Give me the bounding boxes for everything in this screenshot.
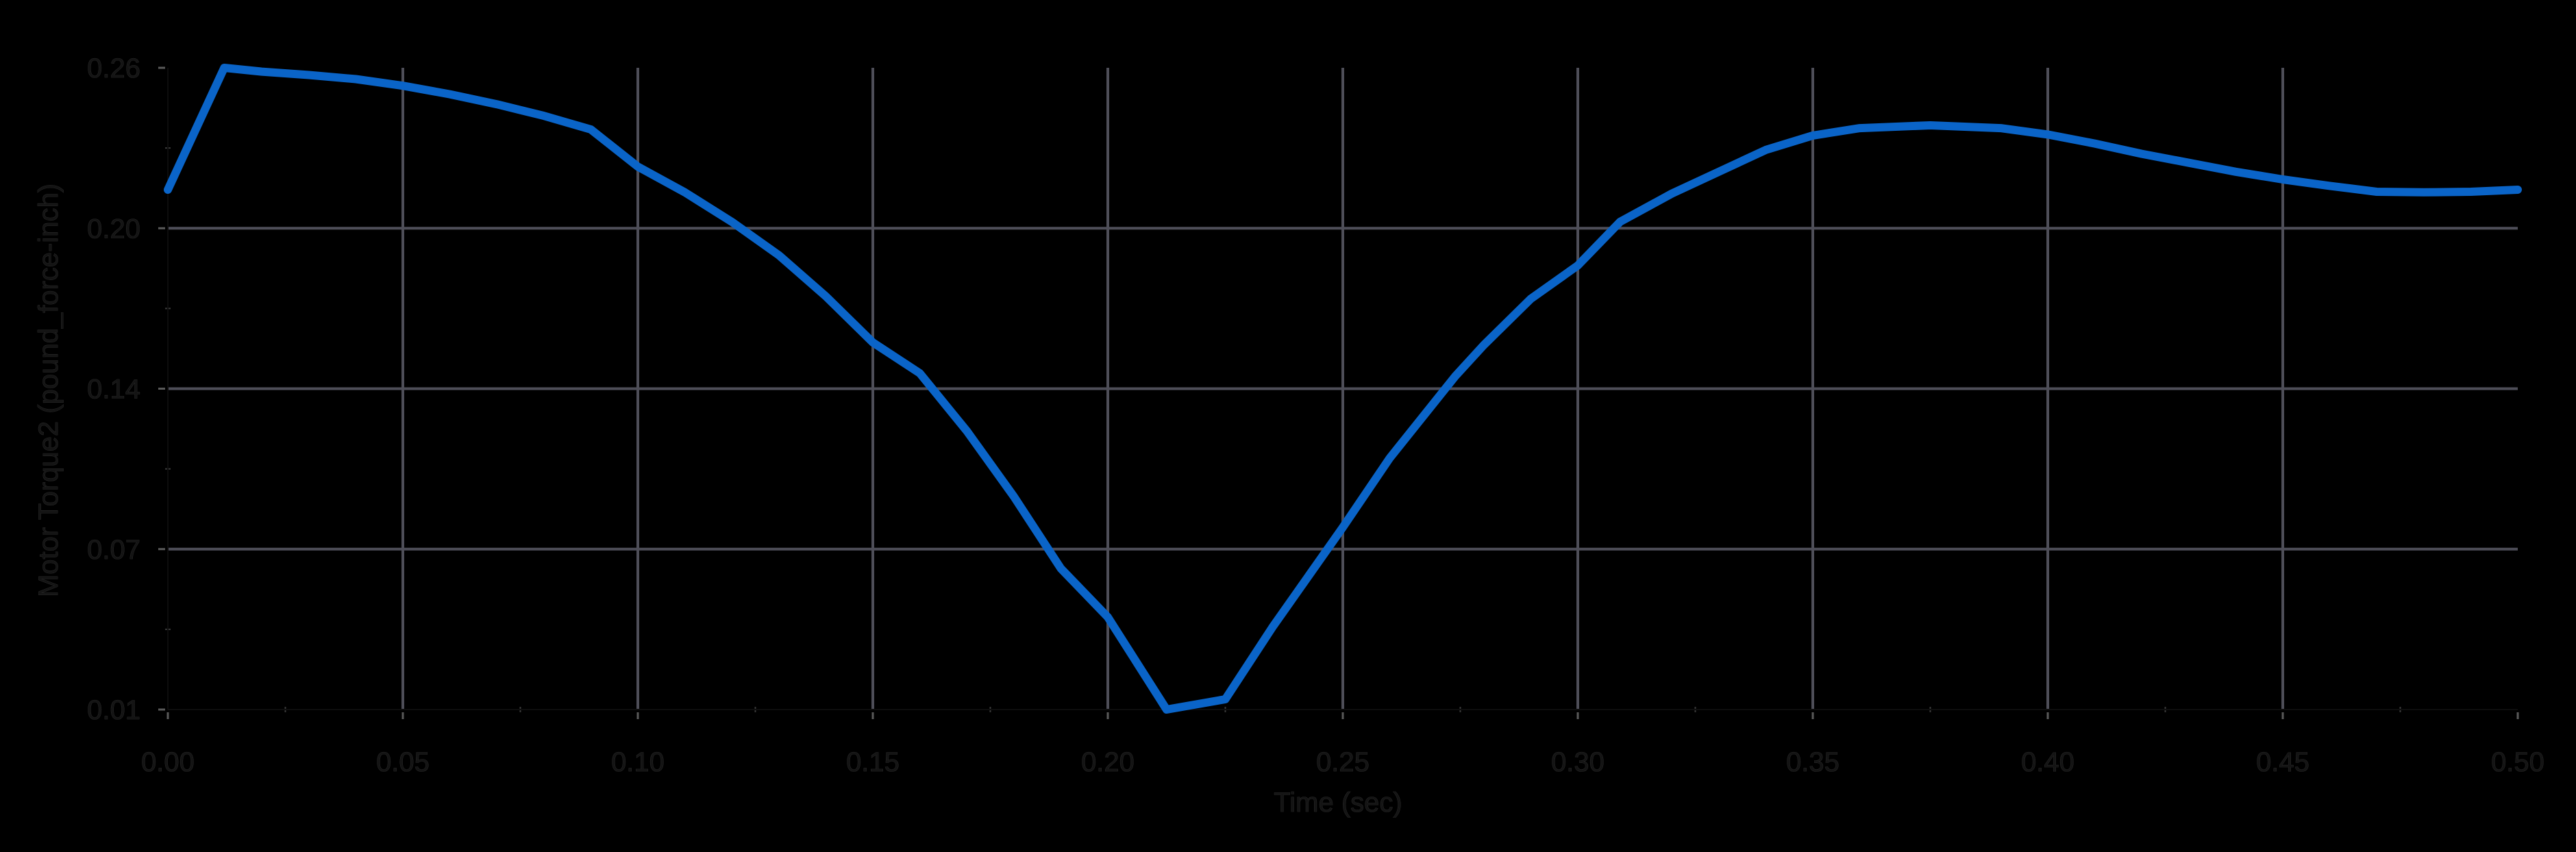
y-tick-label: 0.20 xyxy=(87,214,140,244)
y-tick-label: 0.01 xyxy=(87,695,140,725)
x-tick-label: 0.30 xyxy=(1551,747,1605,777)
x-tick-label: 0.15 xyxy=(846,747,900,777)
grid xyxy=(168,68,2518,710)
y-tick-label: 0.14 xyxy=(87,375,140,405)
x-tick-label: 0.35 xyxy=(1786,747,1840,777)
x-tick-label: 0.50 xyxy=(2491,747,2544,777)
x-tick-label: 0.45 xyxy=(2256,747,2309,777)
series xyxy=(164,64,2522,714)
y-tick-label: 0.26 xyxy=(87,53,140,84)
axes xyxy=(158,66,2519,719)
x-tick-label: 0.40 xyxy=(2021,747,2075,777)
y-axis-title: Motor Torque2 (pound_force-inch) xyxy=(34,184,64,597)
x-tick-label: 0.00 xyxy=(141,747,195,777)
y-tick-label: 0.07 xyxy=(87,535,140,565)
x-tick-label: 0.10 xyxy=(611,747,665,777)
x-axis-title: Time (sec) xyxy=(1274,788,1402,818)
x-tick-label: 0.05 xyxy=(376,747,430,777)
series-line-motor-torque2 xyxy=(164,64,2522,714)
axis-labels: 0.01 0.07 0.14 0.20 0.26 0.00 0.05 0.10 0.15 0.20… xyxy=(87,53,2544,778)
x-tick-label: 0.25 xyxy=(1316,747,1370,777)
x-tick-label: 0.20 xyxy=(1081,747,1135,777)
